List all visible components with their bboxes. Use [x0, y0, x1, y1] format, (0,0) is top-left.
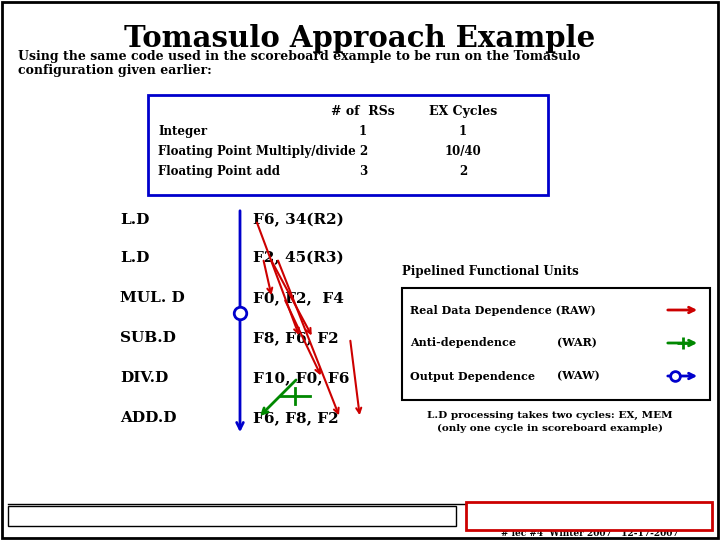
- Text: L.D: L.D: [120, 251, 149, 265]
- Text: EX Cycles: EX Cycles: [429, 105, 497, 118]
- Text: F6, 34(R2): F6, 34(R2): [253, 213, 344, 227]
- Text: 10/40: 10/40: [445, 145, 482, 158]
- Bar: [402, 288, 710, 400]
- Text: # of  RSs: # of RSs: [331, 105, 395, 118]
- Text: F10, F0, F6: F10, F0, F6: [253, 371, 349, 385]
- Text: Real Data Dependence (RAW): Real Data Dependence (RAW): [410, 305, 595, 315]
- Text: 1: 1: [359, 125, 367, 138]
- Text: configuration given earlier:: configuration given earlier:: [18, 64, 212, 77]
- Text: 2: 2: [459, 165, 467, 178]
- Text: F6, F8, F2: F6, F8, F2: [253, 411, 338, 425]
- Text: MUL. D: MUL. D: [120, 291, 185, 305]
- Bar: [148, 95, 548, 195]
- Bar: [466, 502, 712, 530]
- Text: Floating Point Multiply/divide: Floating Point Multiply/divide: [158, 145, 356, 158]
- Text: DIV.D: DIV.D: [120, 371, 168, 385]
- Text: F0, F2,  F4: F0, F2, F4: [253, 291, 344, 305]
- Text: Anti-dependence: Anti-dependence: [410, 338, 516, 348]
- Text: 3: 3: [359, 165, 367, 178]
- Text: (only one cycle in scoreboard example): (only one cycle in scoreboard example): [437, 423, 663, 433]
- Text: L.D: L.D: [120, 213, 149, 227]
- Text: Integer: Integer: [158, 125, 207, 138]
- Text: L.D processing takes two cycles: EX, MEM: L.D processing takes two cycles: EX, MEM: [427, 410, 672, 420]
- Text: # lec #4  Winter 2007   12-17-2007: # lec #4 Winter 2007 12-17-2007: [501, 529, 679, 537]
- Text: F2, 45(R3): F2, 45(R3): [253, 251, 343, 265]
- Text: Output Dependence: Output Dependence: [410, 370, 535, 381]
- Text: Floating Point add: Floating Point add: [158, 165, 280, 178]
- Text: 2: 2: [359, 145, 367, 158]
- Text: EECC551 - Shaaban: EECC551 - Shaaban: [472, 506, 706, 526]
- Text: 1: 1: [459, 125, 467, 138]
- Text: In Fourth Edition: Chapter 2.5 (In Third Edition: Chapter 3.3): In Fourth Edition: Chapter 2.5 (In Third…: [53, 511, 411, 521]
- Text: Using the same code used in the scoreboard example to be run on the Tomasulo: Using the same code used in the scoreboa…: [18, 50, 580, 63]
- Bar: [8, 506, 456, 526]
- Text: (WAR): (WAR): [557, 338, 597, 348]
- Text: Tomasulo Approach Example: Tomasulo Approach Example: [125, 24, 595, 53]
- Text: ADD.D: ADD.D: [120, 411, 176, 425]
- Text: (WAW): (WAW): [557, 370, 600, 381]
- Text: F8, F6, F2: F8, F6, F2: [253, 331, 338, 345]
- Text: Pipelined Functional Units: Pipelined Functional Units: [402, 265, 578, 278]
- Text: SUB.D: SUB.D: [120, 331, 176, 345]
